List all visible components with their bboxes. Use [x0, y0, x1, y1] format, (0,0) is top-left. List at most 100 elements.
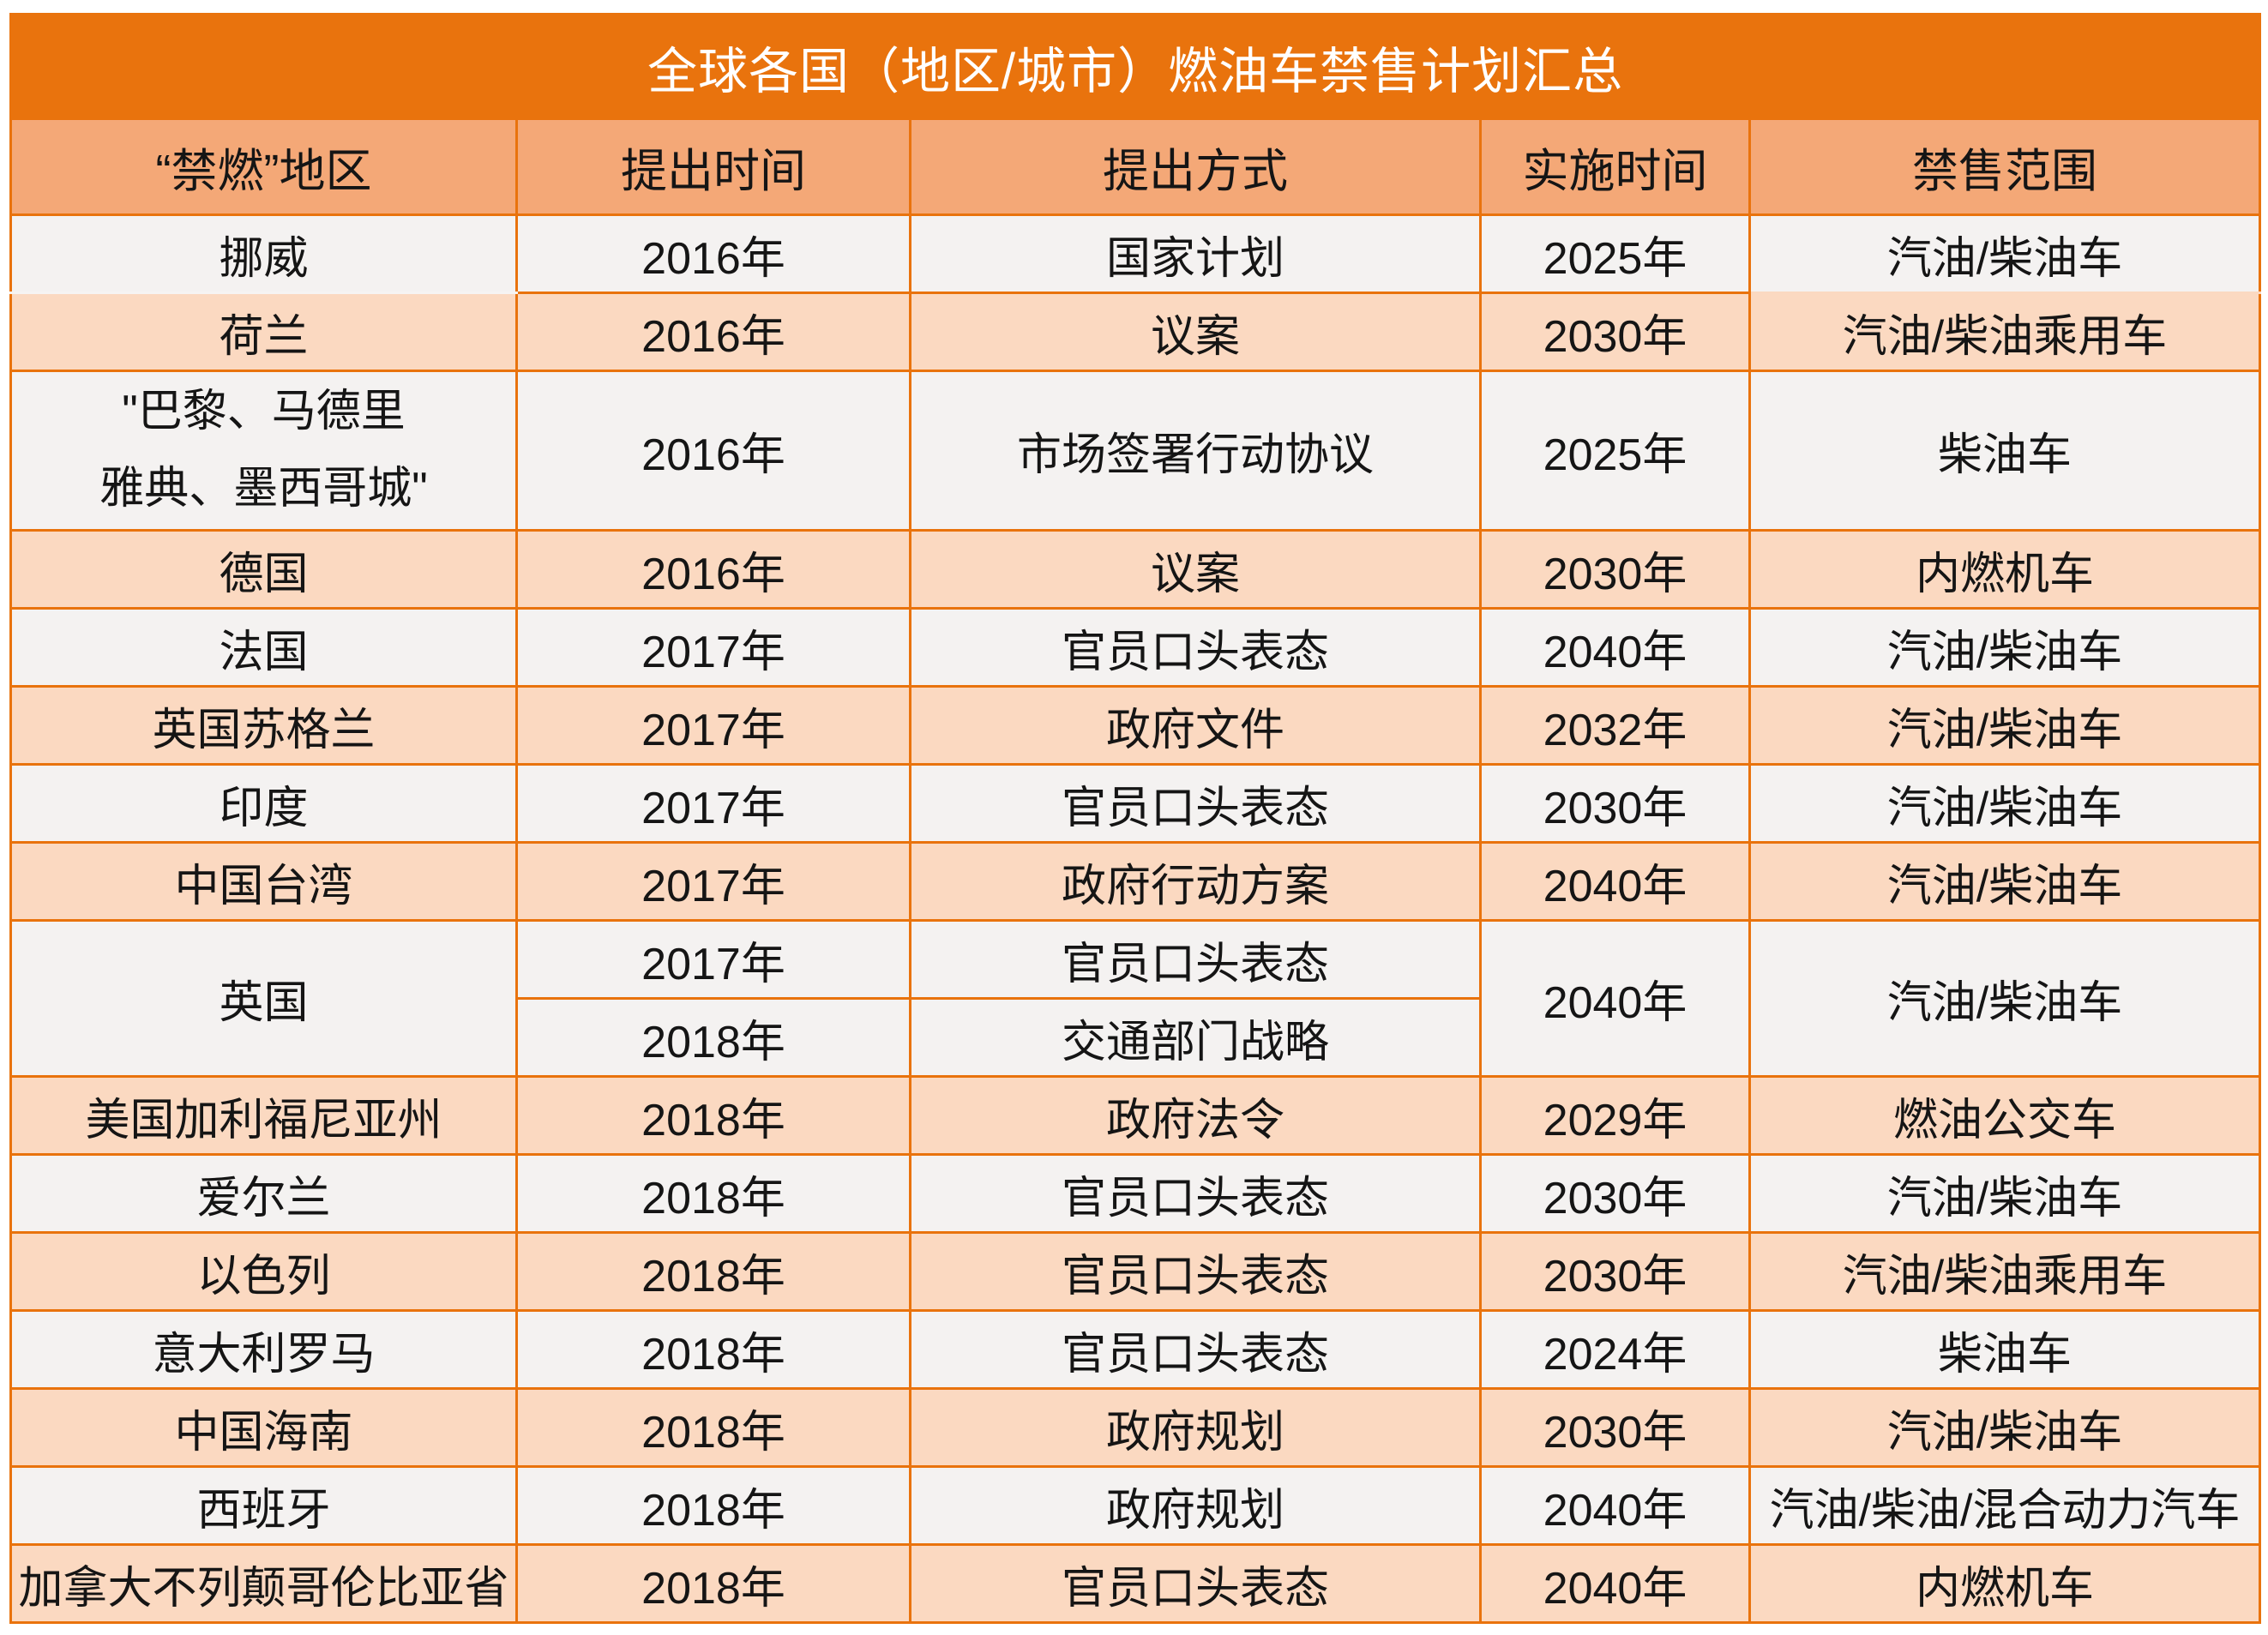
cell-implementation-time: 2032年 — [1479, 685, 1751, 766]
cell-region: 印度 — [9, 763, 518, 844]
cell-proposed-method: 市场签署行动协议 — [909, 370, 1482, 532]
table-row-hainan: 中国海南 2018年 政府规划 2030年 汽油/柴油车 — [9, 1387, 2262, 1468]
cell-proposed-time: 2018年 — [515, 1153, 911, 1234]
table-row-israel: 以色列 2018年 官员口头表态 2030年 汽油/柴油乘用车 — [9, 1231, 2262, 1312]
table-row-france: 法国 2017年 官员口头表态 2040年 汽油/柴油车 — [9, 607, 2262, 688]
table-row-uk-1: 英国 2017年 官员口头表态 2040年 汽油/柴油车 — [9, 919, 2262, 1078]
cell-proposed-method: 政府法令 — [909, 1075, 1482, 1156]
cell-ban-scope: 汽油/柴油车 — [1748, 1387, 2262, 1468]
cell-proposed-time: 2017年 — [515, 607, 911, 688]
table-row-india: 印度 2017年 官员口头表态 2030年 汽油/柴油车 — [9, 763, 2262, 844]
column-header-implementation-time: 实施时间 — [1479, 117, 1751, 216]
title-row: 全球各国（地区/城市）燃油车禁售计划汇总 — [9, 13, 2262, 120]
cell-ban-scope: 汽油/柴油车 — [1748, 685, 2262, 766]
cell-implementation-time: 2030年 — [1479, 1387, 1751, 1468]
column-header-proposed-time: 提出时间 — [515, 117, 911, 216]
table-row-netherlands: 荷兰 2016年 议案 2030年 汽油/柴油乘用车 — [9, 292, 2262, 372]
cell-ban-scope: 内燃机车 — [1748, 529, 2262, 610]
cell-ban-scope: 柴油车 — [1748, 370, 2262, 532]
cell-ban-scope: 柴油车 — [1748, 1309, 2262, 1390]
cell-proposed-method: 政府文件 — [909, 685, 1482, 766]
column-header-proposed-method: 提出方式 — [909, 117, 1482, 216]
cell-ban-scope: 汽油/柴油车 — [1748, 213, 2262, 294]
cell-implementation-time: 2040年 — [1479, 607, 1751, 688]
cell-region: 加拿大不列颠哥伦比亚省 — [9, 1543, 518, 1624]
cell-implementation-time: 2025年 — [1479, 213, 1751, 294]
table-row-rome: 意大利罗马 2018年 官员口头表态 2024年 柴油车 — [9, 1309, 2262, 1390]
cell-ban-scope: 内燃机车 — [1748, 1543, 2262, 1624]
cell-implementation-time: 2040年 — [1479, 919, 1751, 1078]
table-row-scotland: 英国苏格兰 2017年 政府文件 2032年 汽油/柴油车 — [9, 685, 2262, 766]
cell-proposed-time: 2018年 — [515, 1231, 911, 1312]
cell-region: "巴黎、马德里 雅典、墨西哥城" — [9, 370, 518, 532]
header-row: “禁燃”地区 提出时间 提出方式 实施时间 禁售范围 — [9, 117, 2262, 216]
cell-region: 荷兰 — [9, 292, 518, 372]
table-row-germany: 德国 2016年 议案 2030年 内燃机车 — [9, 529, 2262, 610]
cell-implementation-time: 2030年 — [1479, 1231, 1751, 1312]
cell-proposed-time: 2018年 — [515, 1387, 911, 1468]
cell-region: 爱尔兰 — [9, 1153, 518, 1234]
cell-proposed-method: 官员口头表态 — [909, 1231, 1482, 1312]
cell-proposed-method: 政府规划 — [909, 1387, 1482, 1468]
cell-implementation-time: 2030年 — [1479, 763, 1751, 844]
cell-implementation-time: 2030年 — [1479, 529, 1751, 610]
cell-proposed-method: 交通部门战略 — [909, 997, 1482, 1078]
cell-proposed-method: 议案 — [909, 529, 1482, 610]
cell-proposed-time: 2018年 — [515, 1075, 911, 1156]
cell-ban-scope: 汽油/柴油车 — [1748, 919, 2262, 1078]
cell-implementation-time: 2025年 — [1479, 370, 1751, 532]
cell-region: 法国 — [9, 607, 518, 688]
cell-region: 西班牙 — [9, 1465, 518, 1546]
cell-proposed-time: 2017年 — [515, 763, 911, 844]
cell-region: 英国 — [9, 919, 518, 1078]
cell-region: 中国台湾 — [9, 841, 518, 922]
fuel-ban-summary-table: 全球各国（地区/城市）燃油车禁售计划汇总 “禁燃”地区 提出时间 提出方式 实施… — [9, 13, 2262, 1624]
cell-implementation-time: 2040年 — [1479, 1543, 1751, 1624]
table-row-spain: 西班牙 2018年 政府规划 2040年 汽油/柴油/混合动力汽车 — [9, 1465, 2262, 1546]
column-header-region: “禁燃”地区 — [9, 117, 518, 216]
cell-implementation-time: 2040年 — [1479, 1465, 1751, 1546]
cell-proposed-time: 2018年 — [515, 1309, 911, 1390]
cell-region: 以色列 — [9, 1231, 518, 1312]
cell-implementation-time: 2030年 — [1479, 1153, 1751, 1234]
table-row-norway: 挪威 2016年 国家计划 2025年 汽油/柴油车 — [9, 213, 2262, 294]
cell-proposed-time: 2016年 — [515, 370, 911, 532]
cell-ban-scope: 汽油/柴油车 — [1748, 607, 2262, 688]
cell-ban-scope: 汽油/柴油车 — [1748, 841, 2262, 922]
cell-proposed-method: 国家计划 — [909, 213, 1482, 294]
cell-region: 美国加利福尼亚州 — [9, 1075, 518, 1156]
cell-ban-scope: 汽油/柴油车 — [1748, 763, 2262, 844]
cell-region: 挪威 — [9, 213, 518, 294]
cell-ban-scope: 汽油/柴油车 — [1748, 1153, 2262, 1234]
cell-proposed-time: 2018年 — [515, 997, 911, 1078]
cell-ban-scope: 燃油公交车 — [1748, 1075, 2262, 1156]
cell-implementation-time: 2024年 — [1479, 1309, 1751, 1390]
cell-ban-scope: 汽油/柴油乘用车 — [1748, 292, 2262, 372]
table-row-california: 美国加利福尼亚州 2018年 政府法令 2029年 燃油公交车 — [9, 1075, 2262, 1156]
cell-region: 意大利罗马 — [9, 1309, 518, 1390]
cell-proposed-method: 官员口头表态 — [909, 1309, 1482, 1390]
cell-implementation-time: 2040年 — [1479, 841, 1751, 922]
cell-proposed-method: 议案 — [909, 292, 1482, 372]
cell-proposed-method: 官员口头表态 — [909, 919, 1482, 1000]
cell-proposed-time: 2016年 — [515, 213, 911, 294]
column-header-ban-scope: 禁售范围 — [1748, 117, 2262, 216]
table-row-paris-madrid-athens-mexico: "巴黎、马德里 雅典、墨西哥城" 2016年 市场签署行动协议 2025年 柴油… — [9, 370, 2262, 532]
table-row-british-columbia: 加拿大不列颠哥伦比亚省 2018年 官员口头表态 2040年 内燃机车 — [9, 1543, 2262, 1624]
cell-ban-scope: 汽油/柴油/混合动力汽车 — [1748, 1465, 2262, 1546]
cell-proposed-method: 政府行动方案 — [909, 841, 1482, 922]
cell-proposed-method: 政府规划 — [909, 1465, 1482, 1546]
cell-proposed-time: 2016年 — [515, 529, 911, 610]
cell-ban-scope: 汽油/柴油乘用车 — [1748, 1231, 2262, 1312]
cell-region: 中国海南 — [9, 1387, 518, 1468]
cell-region: 英国苏格兰 — [9, 685, 518, 766]
table-row-uk-2: 2018年 交通部门战略 — [11, 997, 2260, 1078]
cell-region: 德国 — [9, 529, 518, 610]
cell-proposed-time: 2017年 — [515, 841, 911, 922]
cell-proposed-time: 2017年 — [515, 919, 911, 1000]
cell-proposed-time: 2018年 — [515, 1465, 911, 1546]
table-row-taiwan: 中国台湾 2017年 政府行动方案 2040年 汽油/柴油车 — [9, 841, 2262, 922]
cell-proposed-method: 官员口头表态 — [909, 1153, 1482, 1234]
table-title: 全球各国（地区/城市）燃油车禁售计划汇总 — [9, 13, 2262, 120]
